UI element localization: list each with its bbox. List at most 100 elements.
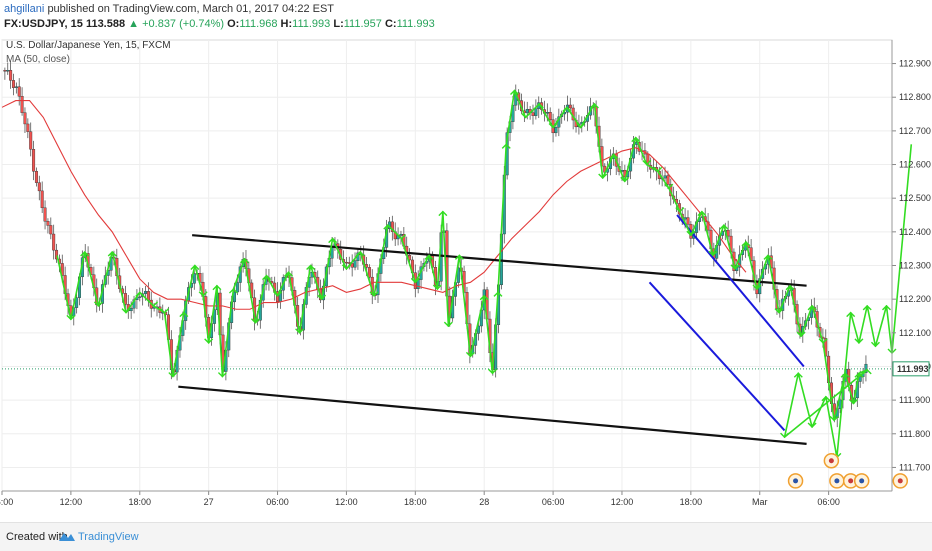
candle-body bbox=[75, 297, 79, 308]
arrowhead bbox=[829, 415, 839, 422]
event-marker-dot bbox=[834, 478, 840, 484]
arrowhead bbox=[780, 432, 790, 439]
wedge-upper-line[interactable] bbox=[676, 214, 805, 368]
arrowhead bbox=[510, 89, 520, 95]
arrowhead bbox=[675, 207, 685, 213]
candle-body bbox=[390, 221, 394, 232]
candle-body bbox=[531, 112, 535, 116]
arrowhead bbox=[854, 338, 864, 344]
arrowhead bbox=[93, 301, 103, 307]
candle-body bbox=[55, 249, 59, 260]
current-price-box bbox=[892, 361, 930, 377]
x-tick-label: 12:00 bbox=[335, 497, 358, 507]
candle-body bbox=[138, 296, 142, 298]
ma-indicator-label[interactable]: MA (50, close) bbox=[6, 54, 70, 65]
y-tick-label: 112.600 bbox=[899, 160, 931, 170]
price-change: ▲ +0.837 (+0.74%) bbox=[128, 18, 225, 30]
x-tick-label: 28 bbox=[479, 497, 489, 507]
tradingview-brand[interactable]: TradingView bbox=[78, 531, 139, 543]
ma50-line bbox=[1, 100, 747, 310]
candle-body bbox=[49, 225, 53, 235]
candle-body bbox=[353, 260, 357, 268]
x-tick-label: 06:00 bbox=[0, 497, 13, 507]
arrowhead bbox=[796, 331, 806, 338]
arrowhead bbox=[239, 257, 249, 264]
candle-body bbox=[554, 127, 558, 134]
arrowhead bbox=[273, 291, 283, 297]
arrowhead bbox=[697, 210, 707, 217]
x-tick-label: 12:00 bbox=[611, 497, 634, 507]
arrowhead bbox=[121, 308, 131, 314]
y-tick-label: 111.900 bbox=[899, 395, 930, 405]
author-link[interactable]: ahgillani bbox=[4, 3, 45, 15]
arrowhead bbox=[295, 328, 305, 334]
wedge-lower-line[interactable] bbox=[648, 281, 786, 432]
arrowhead bbox=[198, 291, 208, 297]
candle-body bbox=[11, 80, 15, 88]
arrowhead bbox=[493, 291, 503, 297]
candle-body bbox=[144, 291, 148, 294]
arrowhead bbox=[262, 274, 272, 281]
arrowhead bbox=[598, 173, 608, 179]
y-tick-label: 112.200 bbox=[899, 294, 931, 304]
candle-body bbox=[17, 86, 21, 97]
arrowhead bbox=[793, 372, 803, 378]
event-markers[interactable] bbox=[787, 452, 909, 489]
x-tick-label: 27 bbox=[204, 497, 214, 507]
y-tick-label: 112.100 bbox=[899, 328, 931, 338]
candle-body bbox=[686, 217, 690, 225]
event-marker-dot bbox=[793, 478, 799, 484]
chart-area[interactable]: 111.700111.800111.900112.000112.100112.2… bbox=[0, 36, 932, 520]
arrowhead bbox=[807, 304, 817, 311]
candle-body bbox=[568, 104, 572, 109]
candle-body bbox=[40, 190, 44, 209]
candle-body bbox=[235, 282, 239, 293]
tradingview-logo-icon bbox=[59, 533, 75, 541]
arrowhead bbox=[642, 160, 652, 166]
low-value: 111.957 bbox=[343, 18, 382, 30]
arrowhead bbox=[160, 308, 170, 314]
candle-body bbox=[399, 234, 403, 236]
arrowhead bbox=[862, 368, 872, 375]
arrowhead bbox=[190, 264, 200, 270]
candle-body bbox=[32, 149, 36, 172]
candle-body bbox=[9, 70, 13, 81]
y-tick-label: 112.400 bbox=[899, 227, 931, 237]
candle-body bbox=[663, 175, 667, 179]
high-label: H: bbox=[280, 18, 293, 30]
arrowhead bbox=[317, 294, 327, 301]
symbol-name: FX:USDJPY, 15 bbox=[4, 18, 83, 30]
drawings-layer bbox=[56, 89, 913, 459]
x-tick-label: 06:00 bbox=[817, 497, 840, 507]
x-tick-label: 12:00 bbox=[60, 497, 83, 507]
arrowhead bbox=[785, 284, 795, 291]
candle-body bbox=[548, 112, 552, 120]
arrowhead bbox=[306, 264, 316, 270]
channel-lower-line[interactable] bbox=[178, 385, 807, 445]
arrowhead bbox=[135, 291, 145, 297]
axes: 111.700111.800111.900112.000112.100112.2… bbox=[0, 40, 931, 507]
arrowhead bbox=[228, 288, 238, 294]
x-tick-label: 18:00 bbox=[680, 497, 703, 507]
open-value: 111.968 bbox=[239, 18, 278, 30]
arrowhead bbox=[807, 422, 817, 429]
arrowhead bbox=[432, 284, 442, 291]
arrowhead bbox=[840, 372, 850, 378]
arrowhead bbox=[383, 224, 393, 230]
arrowhead bbox=[589, 102, 599, 109]
candle-body bbox=[683, 217, 687, 220]
high-value: 111.993 bbox=[292, 18, 331, 30]
price-chart[interactable]: 111.700111.800111.900112.000112.100112.2… bbox=[0, 36, 932, 520]
candle-body bbox=[344, 261, 348, 264]
y-tick-label: 112.500 bbox=[899, 193, 931, 203]
arrowhead bbox=[397, 234, 407, 240]
candle-body bbox=[37, 182, 41, 192]
symbol-info: FX:USDJPY, 15 113.588 ▲ +0.837 (+0.74%) … bbox=[4, 18, 435, 30]
candle-body bbox=[129, 307, 133, 312]
arrowhead bbox=[870, 341, 880, 348]
arrowhead bbox=[204, 338, 214, 344]
arrowhead bbox=[562, 106, 572, 112]
arrowhead bbox=[848, 398, 858, 405]
arrowhead bbox=[576, 123, 586, 129]
candle-body bbox=[52, 233, 56, 251]
